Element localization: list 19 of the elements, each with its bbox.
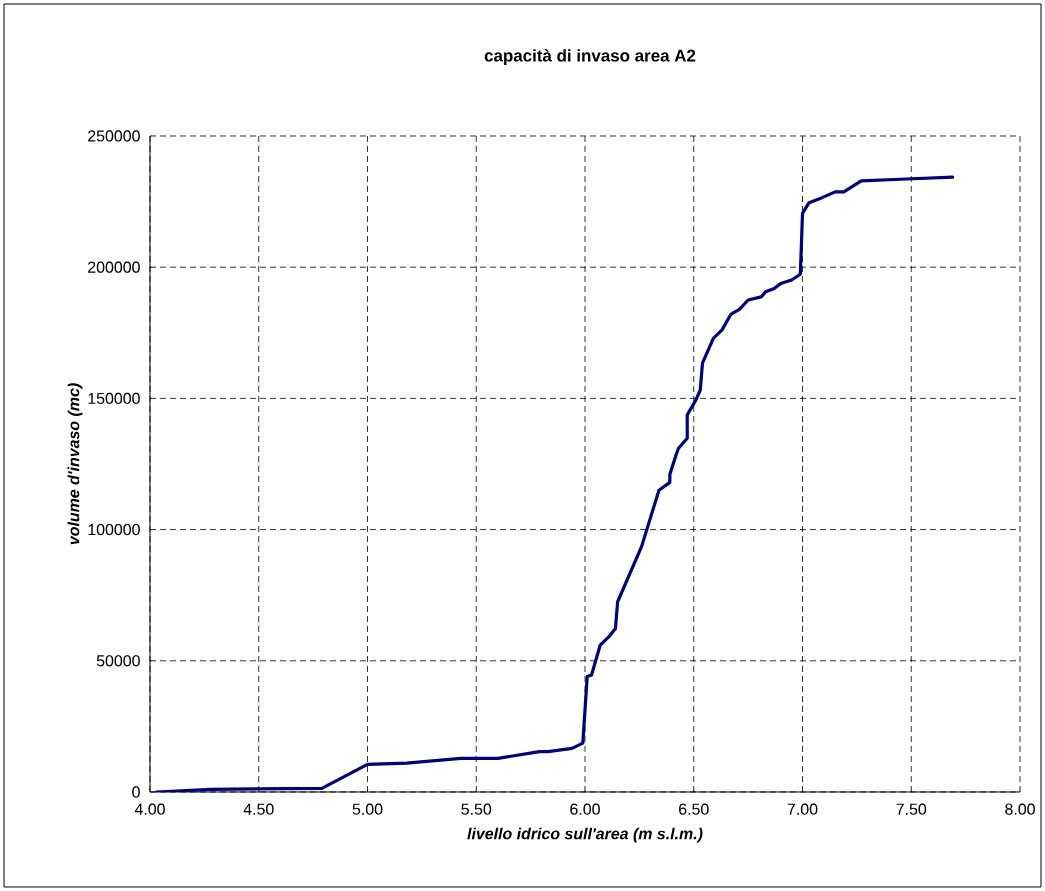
y-tick-label: 200000 [88, 261, 140, 273]
x-tick-label: 5.00 [352, 803, 383, 815]
x-tick-label: 7.00 [787, 803, 818, 815]
x-tick-label: 6.00 [570, 803, 600, 815]
y-tick-label: 250000 [88, 130, 140, 142]
x-axis-title: livello idrico sull'area (m s.l.m.) [467, 827, 703, 843]
x-tick-label: 5.50 [461, 803, 492, 815]
y-axis-title: volume d'invaso (mc) [67, 383, 83, 545]
chart-title: capacità di invaso area A2 [484, 49, 696, 65]
x-tick-label: 4.50 [243, 803, 274, 815]
x-tick-label: 7.50 [896, 803, 927, 815]
line-series [154, 175, 955, 792]
x-tick-label: 8.00 [1005, 803, 1035, 815]
y-tick-label: 0 [132, 786, 140, 798]
y-tick-label: 100000 [88, 523, 140, 536]
x-tick-label: 4.00 [134, 803, 165, 815]
y-tick-label: 150000 [88, 392, 140, 405]
x-tick-label: 6.50 [679, 803, 709, 815]
y-tick-label: 50000 [96, 655, 140, 667]
